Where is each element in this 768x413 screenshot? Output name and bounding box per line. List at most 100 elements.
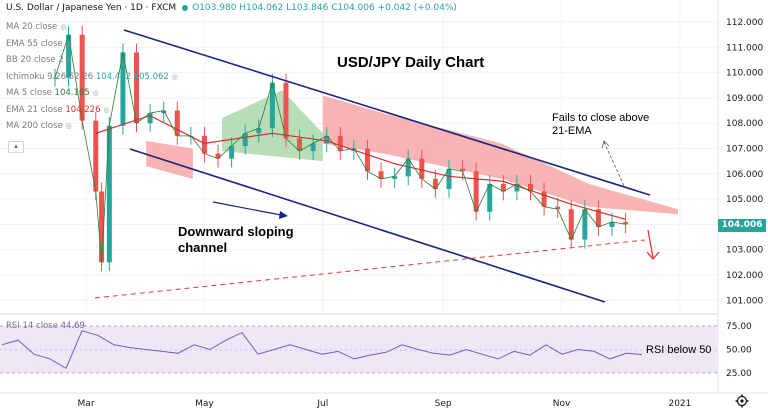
candle-body (52, 77, 58, 79)
last-price-badge: 104.006 (718, 219, 766, 232)
visibility-icon[interactable]: ◎ (103, 105, 110, 114)
visibility-icon[interactable]: ◎ (65, 39, 72, 48)
legend-row[interactable]: EMA 21 close 104.226 ◎ (6, 105, 110, 115)
candle-body (405, 158, 411, 177)
candle-body (582, 209, 588, 240)
candle-body (161, 110, 167, 114)
channel-annotation: Downward sloping channel (178, 224, 294, 255)
legend-row[interactable]: EMA 55 close ◎ (6, 39, 72, 49)
visibility-icon[interactable]: ◎ (92, 89, 99, 97)
price-tick: 112.000 (726, 18, 763, 28)
ichimoku-cloud (146, 90, 678, 215)
rsi-annotation: RSI below 50 (646, 344, 712, 356)
candle-body (324, 135, 330, 144)
candle-body (215, 153, 221, 159)
candle-body (378, 171, 384, 179)
symbol-title[interactable]: U.S. Dollar / Japanese Yen · 1D · FXCM (6, 3, 177, 13)
price-tick: 105.000 (726, 195, 763, 205)
price-tick: 110.000 (726, 69, 763, 79)
rsi-legend: RSI 14 close 44.69 (6, 321, 85, 331)
time-tick: May (195, 399, 214, 409)
legend-row[interactable]: Ichimoku 9 26 52 26 104.452 105.062 ◎ (6, 72, 178, 82)
time-tick: Mar (78, 399, 95, 409)
cloud-bear (146, 140, 193, 179)
legend-label: EMA 55 close (6, 38, 63, 49)
rsi-legend-value: 44.69 (60, 321, 85, 331)
rsi-tick: 75.00 (726, 322, 752, 332)
candle-body (473, 171, 479, 212)
candle-body (310, 143, 316, 152)
legend-row[interactable]: MA 200 close ◎ (6, 121, 72, 131)
time-axis: Mar May Jul Sep Nov 2021 (78, 399, 692, 409)
legend-value: 104.226 (62, 104, 101, 115)
candle-body (93, 120, 99, 192)
price-tick: 106.000 (726, 170, 763, 180)
legend-label: BB 20 close 2 (6, 55, 64, 65)
candle-body (79, 34, 85, 121)
visibility-icon[interactable]: ◎ (171, 72, 178, 81)
candle-body (201, 135, 207, 154)
legend-label: MA 200 close (6, 121, 63, 131)
time-tick: Nov (553, 399, 571, 409)
fails-annotation: Fails to close above 21-EMA (552, 112, 650, 137)
candle-body (99, 191, 105, 263)
legend-label: EMA 21 close (6, 104, 63, 115)
visibility-icon[interactable]: ◎ (65, 122, 72, 130)
price-axis: 101.000102.000103.000104.000105.000106.0… (726, 18, 763, 306)
cloud-bear (322, 95, 678, 215)
candle-body (229, 145, 235, 159)
candle-body (106, 125, 112, 263)
legend-row[interactable]: BB 20 close 2 ◎ (6, 55, 73, 65)
legend-label: MA 5 close (6, 88, 52, 98)
candle-body (446, 168, 452, 189)
price-tick: 107.000 (726, 145, 763, 155)
price-tick: 108.000 (726, 119, 763, 129)
channel-lower-line[interactable] (129, 148, 606, 303)
candle-body (514, 183, 520, 192)
candle-body (392, 176, 398, 179)
price-tick: 111.000 (726, 43, 763, 53)
price-tick: 102.000 (726, 271, 763, 281)
candle-body (609, 221, 615, 227)
visibility-icon[interactable]: ◎ (66, 56, 73, 64)
rsi-tick: 50.00 (726, 346, 752, 356)
candle-body (568, 209, 574, 240)
candle-body (541, 191, 547, 207)
time-tick: 2021 (668, 399, 691, 409)
resistance-arrow (601, 140, 626, 189)
price-tick: 109.000 (726, 94, 763, 104)
legend-label: MA 20 close (6, 22, 58, 32)
candle-body (337, 135, 343, 152)
ohlc-values: O103.980 H104.062 L103.846 C104.006 +0.0… (192, 3, 457, 13)
rsi-axis: 25.00 50.00 75.00 (726, 322, 752, 379)
legend-row[interactable]: MA 5 close 104.105 ◎ (6, 88, 99, 98)
support-dashed-line[interactable] (94, 239, 646, 299)
legend-value: 104.452 105.062 (93, 71, 169, 82)
time-tick: Jul (316, 399, 328, 409)
legend-collapse-button[interactable]: ▴ (8, 141, 24, 153)
candle-body (297, 138, 303, 152)
candle-body (66, 34, 72, 78)
candle-body (419, 158, 425, 179)
candle-body (283, 82, 289, 139)
ema21-line (95, 114, 626, 220)
rsi-band (0, 326, 718, 373)
candle-body (242, 133, 248, 146)
candle-body (595, 209, 601, 227)
visibility-icon[interactable]: ◎ (60, 23, 67, 31)
candle-body (256, 128, 262, 134)
rsi-line (1, 330, 643, 370)
candle-body (623, 221, 629, 225)
candle-body (147, 113, 153, 124)
legend-row[interactable]: MA 20 close ◎ (6, 22, 66, 32)
rsi-tick: 25.00 (726, 369, 752, 379)
channel-upper-line[interactable] (123, 29, 651, 196)
ma5-line (54, 34, 626, 263)
candle-body (500, 183, 506, 192)
candle-body (364, 148, 370, 172)
time-tick: Sep (435, 399, 452, 409)
candle-body (134, 52, 140, 124)
channel-direction-arrow (212, 201, 288, 219)
gear-icon[interactable] (735, 394, 749, 408)
